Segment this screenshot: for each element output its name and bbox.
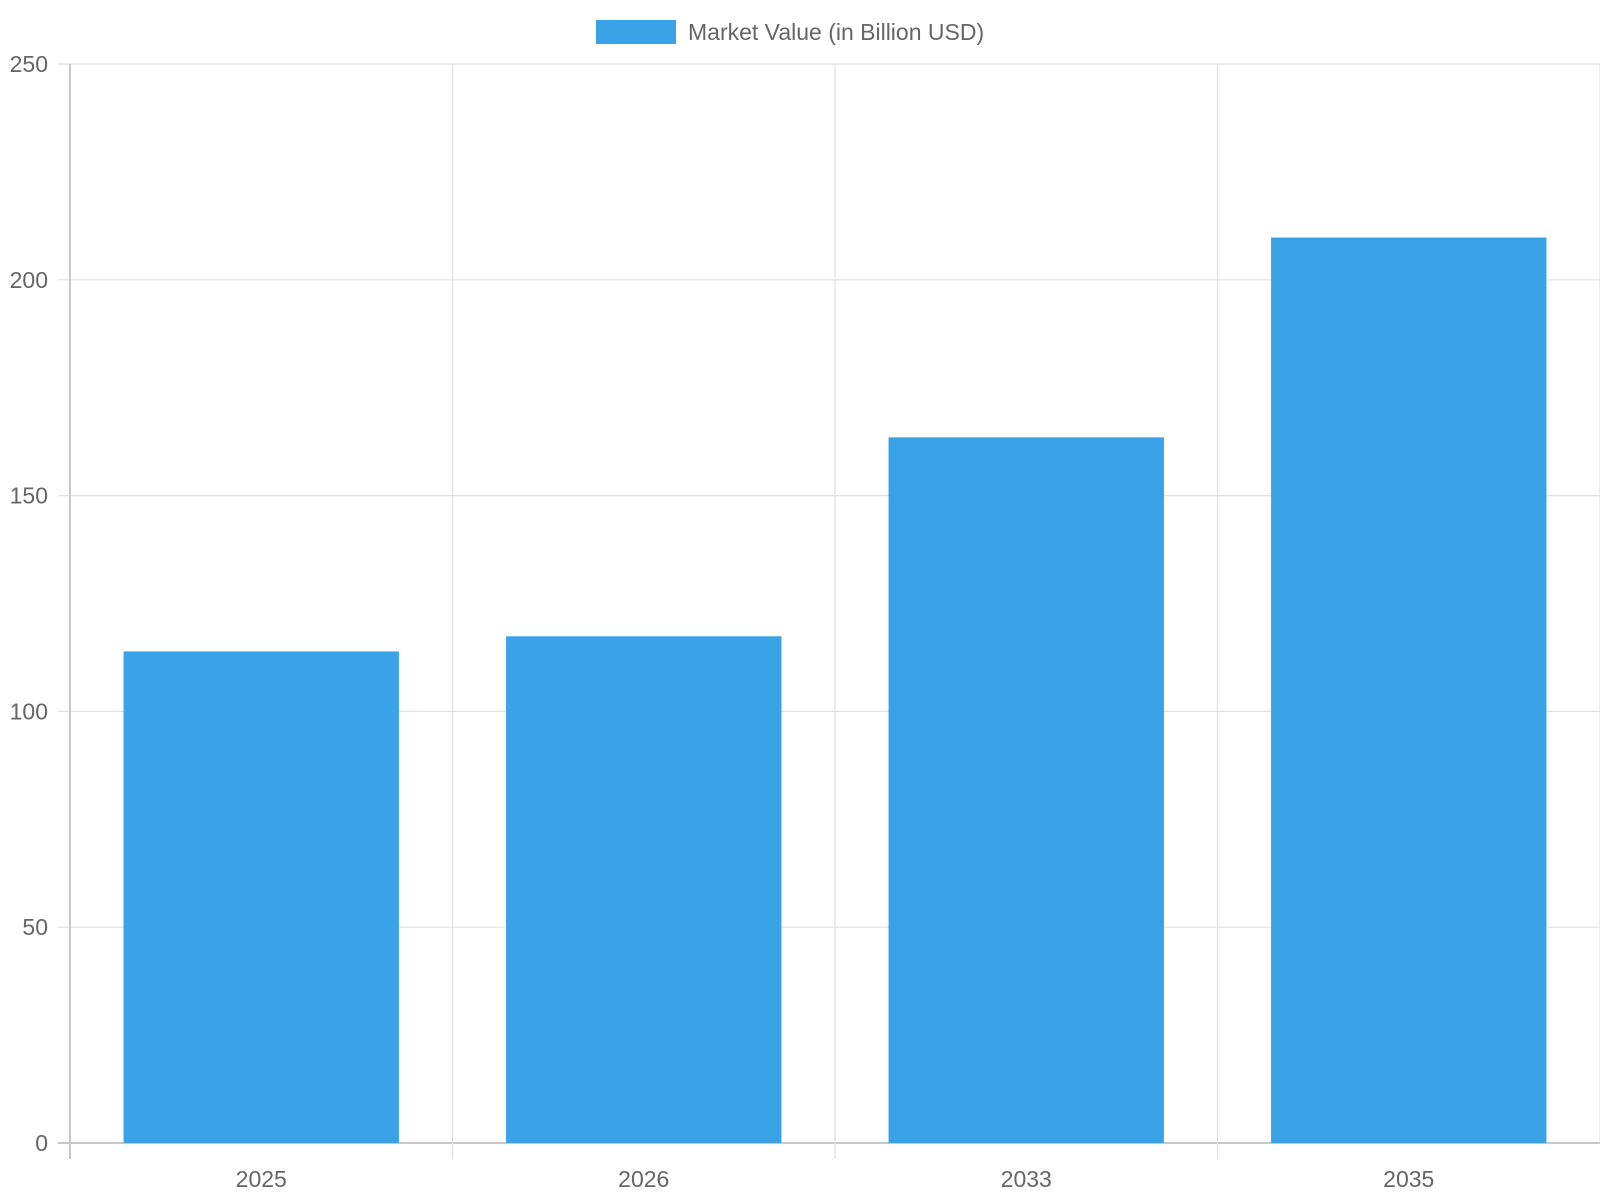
bar-2033[interactable] <box>888 437 1164 1144</box>
bar-2035[interactable] <box>1271 237 1547 1144</box>
y-tick-label: 200 <box>10 267 48 293</box>
x-tick-label: 2025 <box>236 1166 287 1192</box>
legend-label[interactable]: Market Value (in Billion USD) <box>688 19 984 45</box>
axes: 0 50 100 150 200 250 2025 2026 2033 2035 <box>10 51 1435 1192</box>
y-tick-label: 150 <box>10 483 48 509</box>
bar-2025[interactable] <box>123 651 399 1143</box>
legend[interactable]: Market Value (in Billion USD) <box>596 19 984 45</box>
y-tick-label: 250 <box>10 51 48 77</box>
x-tick-label: 2026 <box>618 1166 669 1192</box>
x-tick-label: 2035 <box>1383 1166 1434 1192</box>
bar-2026[interactable] <box>506 636 782 1143</box>
y-tick-label: 50 <box>22 914 48 940</box>
y-tick-label: 0 <box>35 1130 48 1156</box>
legend-swatch[interactable] <box>596 20 676 44</box>
x-tick-label: 2033 <box>1001 1166 1052 1192</box>
y-tick-label: 100 <box>10 698 48 724</box>
bars <box>123 237 1547 1144</box>
